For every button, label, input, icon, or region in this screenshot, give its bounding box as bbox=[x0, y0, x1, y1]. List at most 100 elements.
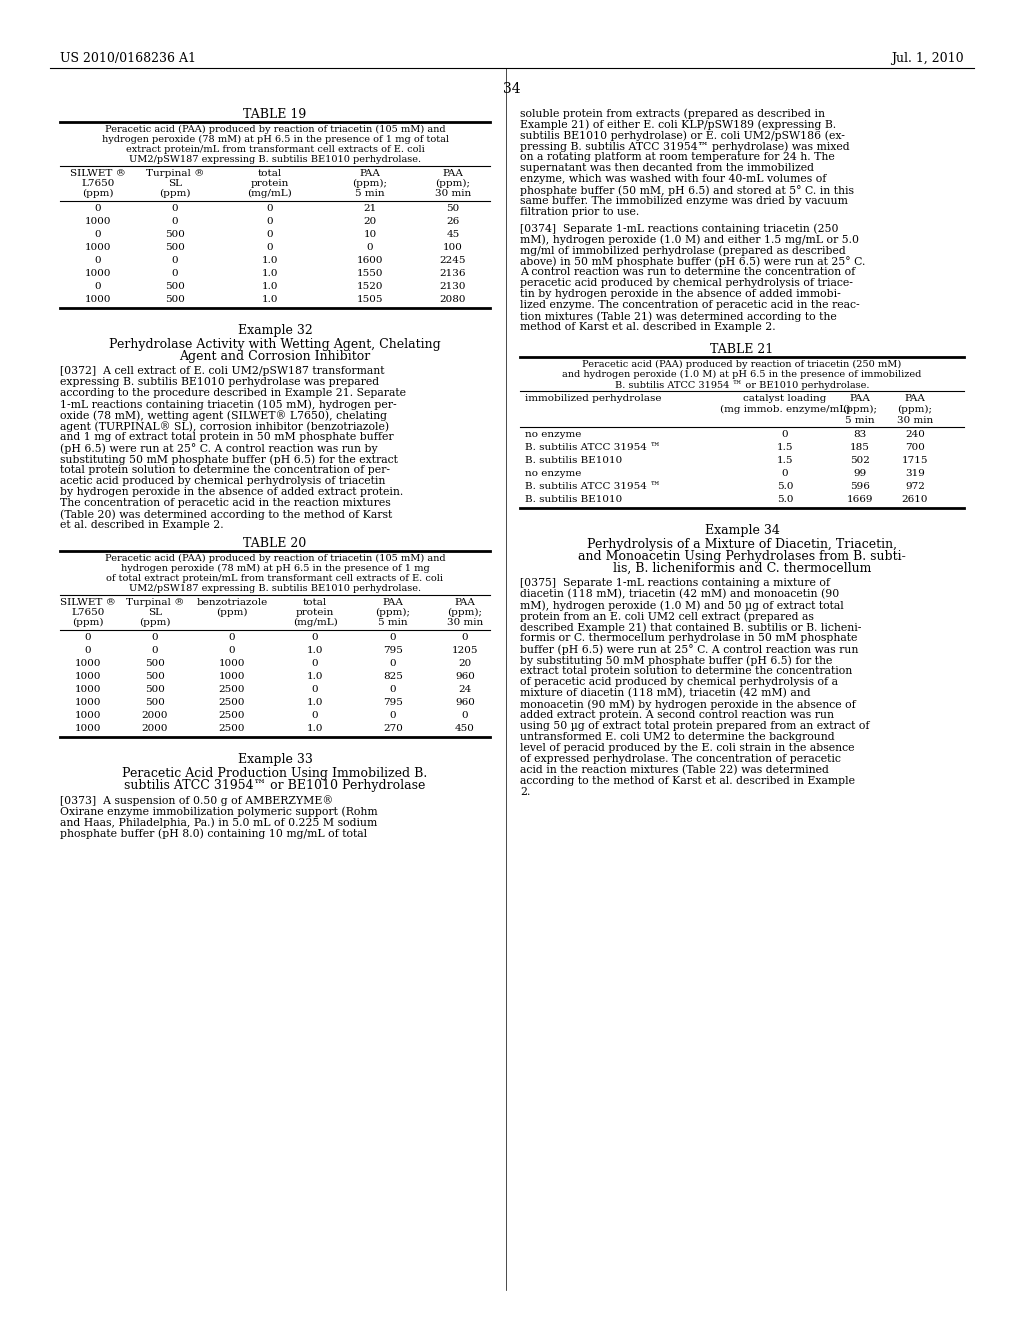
Text: [0372]  A cell extract of E. coli UM2/pSW187 transformant: [0372] A cell extract of E. coli UM2/pSW… bbox=[60, 366, 384, 376]
Text: (mg immob. enzyme/mL): (mg immob. enzyme/mL) bbox=[720, 405, 850, 414]
Text: 450: 450 bbox=[455, 723, 475, 733]
Text: B. subtilis ATCC 31954 ™: B. subtilis ATCC 31954 ™ bbox=[525, 444, 660, 451]
Text: 2610: 2610 bbox=[902, 495, 928, 504]
Text: 1.0: 1.0 bbox=[307, 698, 324, 708]
Text: soluble protein from extracts (prepared as described in: soluble protein from extracts (prepared … bbox=[520, 108, 825, 119]
Text: (ppm);: (ppm); bbox=[843, 405, 878, 414]
Text: Peracetic acid (PAA) produced by reaction of triacetin (105 mM) and: Peracetic acid (PAA) produced by reactio… bbox=[104, 554, 445, 564]
Text: 795: 795 bbox=[383, 698, 402, 708]
Text: PAA: PAA bbox=[359, 169, 381, 178]
Text: 5.0: 5.0 bbox=[777, 482, 794, 491]
Text: B. subtilis BE1010: B. subtilis BE1010 bbox=[525, 455, 623, 465]
Text: 500: 500 bbox=[145, 672, 165, 681]
Text: B. subtilis BE1010: B. subtilis BE1010 bbox=[525, 495, 623, 504]
Text: (ppm): (ppm) bbox=[216, 609, 248, 618]
Text: 0: 0 bbox=[228, 645, 236, 655]
Text: 500: 500 bbox=[145, 659, 165, 668]
Text: (ppm): (ppm) bbox=[73, 618, 103, 627]
Text: 1000: 1000 bbox=[85, 243, 112, 252]
Text: 500: 500 bbox=[145, 685, 165, 694]
Text: 1.0: 1.0 bbox=[262, 256, 279, 265]
Text: 1000: 1000 bbox=[85, 269, 112, 279]
Text: TABLE 20: TABLE 20 bbox=[244, 537, 306, 550]
Text: 0: 0 bbox=[172, 256, 178, 265]
Text: 99: 99 bbox=[853, 469, 866, 478]
Text: 0: 0 bbox=[172, 269, 178, 279]
Text: of total extract protein/mL from transformant cell extracts of E. coli: of total extract protein/mL from transfo… bbox=[106, 574, 443, 583]
Text: 50: 50 bbox=[446, 205, 460, 213]
Text: The concentration of peracetic acid in the reaction mixtures: The concentration of peracetic acid in t… bbox=[60, 498, 391, 508]
Text: same buffer. The immobilized enzyme was dried by vacuum: same buffer. The immobilized enzyme was … bbox=[520, 195, 848, 206]
Text: according to the procedure described in Example 21. Separate: according to the procedure described in … bbox=[60, 388, 406, 399]
Text: 1600: 1600 bbox=[356, 256, 383, 265]
Text: Jul. 1, 2010: Jul. 1, 2010 bbox=[891, 51, 964, 65]
Text: Example 33: Example 33 bbox=[238, 752, 312, 766]
Text: 1000: 1000 bbox=[85, 216, 112, 226]
Text: mg/ml of immobilized perhydrolase (prepared as described: mg/ml of immobilized perhydrolase (prepa… bbox=[520, 246, 846, 256]
Text: 1205: 1205 bbox=[452, 645, 478, 655]
Text: buffer (pH 6.5) were run at 25° C. A control reaction was run: buffer (pH 6.5) were run at 25° C. A con… bbox=[520, 644, 858, 655]
Text: 2245: 2245 bbox=[439, 256, 466, 265]
Text: using 50 µg of extract total protein prepared from an extract of: using 50 µg of extract total protein pre… bbox=[520, 721, 869, 731]
Text: 700: 700 bbox=[905, 444, 925, 451]
Text: (mg/mL): (mg/mL) bbox=[248, 189, 293, 198]
Text: 0: 0 bbox=[390, 634, 396, 642]
Text: 2500: 2500 bbox=[219, 698, 246, 708]
Text: A control reaction was run to determine the concentration of: A control reaction was run to determine … bbox=[520, 267, 855, 277]
Text: and Monoacetin Using Perhydrolases from B. subti-: and Monoacetin Using Perhydrolases from … bbox=[579, 550, 906, 564]
Text: 0: 0 bbox=[85, 634, 91, 642]
Text: 34: 34 bbox=[503, 82, 521, 96]
Text: 30 min: 30 min bbox=[897, 416, 933, 425]
Text: agent (TURPINAL® SL), corrosion inhibitor (benzotriazole): agent (TURPINAL® SL), corrosion inhibito… bbox=[60, 421, 389, 432]
Text: extract protein/mL from transformant cell extracts of E. coli: extract protein/mL from transformant cel… bbox=[126, 145, 424, 154]
Text: enzyme, which was washed with four 40-mL volumes of: enzyme, which was washed with four 40-mL… bbox=[520, 174, 826, 183]
Text: 10: 10 bbox=[364, 230, 377, 239]
Text: 30 min: 30 min bbox=[446, 618, 483, 627]
Text: 1000: 1000 bbox=[75, 685, 101, 694]
Text: (ppm): (ppm) bbox=[139, 618, 171, 627]
Text: 825: 825 bbox=[383, 672, 402, 681]
Text: 0: 0 bbox=[390, 685, 396, 694]
Text: 1000: 1000 bbox=[219, 672, 246, 681]
Text: 1.0: 1.0 bbox=[262, 269, 279, 279]
Text: 24: 24 bbox=[459, 685, 472, 694]
Text: phosphate buffer (50 mM, pH 6.5) and stored at 5° C. in this: phosphate buffer (50 mM, pH 6.5) and sto… bbox=[520, 185, 854, 195]
Text: 1000: 1000 bbox=[75, 723, 101, 733]
Text: hydrogen peroxide (78 mM) at pH 6.5 in the presence of 1 mg of total: hydrogen peroxide (78 mM) at pH 6.5 in t… bbox=[101, 135, 449, 144]
Text: 1-mL reactions containing triacetin (105 mM), hydrogen per-: 1-mL reactions containing triacetin (105… bbox=[60, 399, 396, 409]
Text: and Haas, Philadelphia, Pa.) in 5.0 mL of 0.225 M sodium: and Haas, Philadelphia, Pa.) in 5.0 mL o… bbox=[60, 817, 377, 828]
Text: protein from an E. coli UM2 cell extract (prepared as: protein from an E. coli UM2 cell extract… bbox=[520, 611, 814, 622]
Text: mM), hydrogen peroxide (1.0 M) and 50 µg of extract total: mM), hydrogen peroxide (1.0 M) and 50 µg… bbox=[520, 601, 844, 611]
Text: 2130: 2130 bbox=[439, 282, 466, 290]
Text: by hydrogen peroxide in the absence of added extract protein.: by hydrogen peroxide in the absence of a… bbox=[60, 487, 403, 498]
Text: substituting 50 mM phosphate buffer (pH 6.5) for the extract: substituting 50 mM phosphate buffer (pH … bbox=[60, 454, 398, 465]
Text: 0: 0 bbox=[266, 205, 273, 213]
Text: 270: 270 bbox=[383, 723, 402, 733]
Text: phosphate buffer (pH 8.0) containing 10 mg/mL of total: phosphate buffer (pH 8.0) containing 10 … bbox=[60, 828, 368, 838]
Text: L7650: L7650 bbox=[72, 609, 104, 616]
Text: 1000: 1000 bbox=[85, 294, 112, 304]
Text: 185: 185 bbox=[850, 444, 870, 451]
Text: (ppm);: (ppm); bbox=[897, 405, 933, 414]
Text: formis or C. thermocellum perhydrolase in 50 mM phosphate: formis or C. thermocellum perhydrolase i… bbox=[520, 634, 857, 643]
Text: L7650: L7650 bbox=[81, 180, 115, 187]
Text: Agent and Corrosion Inhibitor: Agent and Corrosion Inhibitor bbox=[179, 350, 371, 363]
Text: Oxirane enzyme immobilization polymeric support (Rohm: Oxirane enzyme immobilization polymeric … bbox=[60, 807, 378, 817]
Text: on a rotating platform at room temperature for 24 h. The: on a rotating platform at room temperatu… bbox=[520, 152, 835, 162]
Text: 0: 0 bbox=[94, 205, 101, 213]
Text: described Example 21) that contained B. subtilis or B. licheni-: described Example 21) that contained B. … bbox=[520, 622, 861, 632]
Text: 0: 0 bbox=[172, 216, 178, 226]
Text: 500: 500 bbox=[165, 243, 185, 252]
Text: 1.0: 1.0 bbox=[307, 723, 324, 733]
Text: Turpinal ®: Turpinal ® bbox=[126, 598, 184, 607]
Text: mixture of diacetin (118 mM), triacetin (42 mM) and: mixture of diacetin (118 mM), triacetin … bbox=[520, 688, 811, 698]
Text: 0: 0 bbox=[94, 282, 101, 290]
Text: 2500: 2500 bbox=[219, 711, 246, 719]
Text: acetic acid produced by chemical perhydrolysis of triacetin: acetic acid produced by chemical perhydr… bbox=[60, 477, 385, 486]
Text: level of peracid produced by the E. coli strain in the absence: level of peracid produced by the E. coli… bbox=[520, 743, 854, 752]
Text: et al. described in Example 2.: et al. described in Example 2. bbox=[60, 520, 223, 531]
Text: 500: 500 bbox=[145, 698, 165, 708]
Text: (ppm);: (ppm); bbox=[435, 180, 470, 189]
Text: SILWET ®: SILWET ® bbox=[70, 169, 126, 178]
Text: 0: 0 bbox=[311, 634, 318, 642]
